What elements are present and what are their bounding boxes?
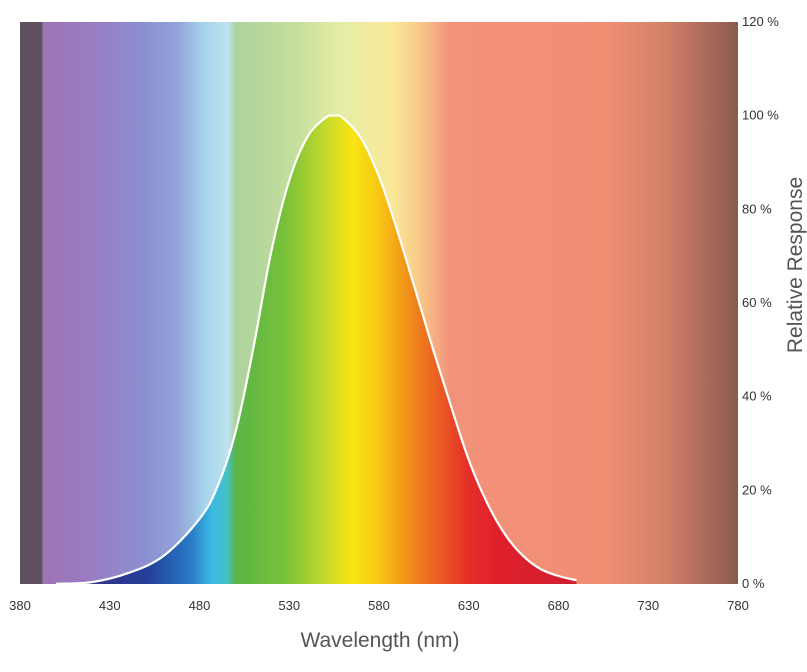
data-point <box>557 575 560 578</box>
x-tick-label: 530 <box>278 598 300 613</box>
response-curve-area <box>55 115 577 584</box>
data-point <box>360 137 363 140</box>
data-point <box>575 579 578 582</box>
data-point <box>306 136 309 139</box>
data-point <box>467 458 470 461</box>
x-tick-label: 630 <box>458 598 480 613</box>
response-curve-line <box>55 114 577 585</box>
x-axis-title: Wavelength (nm) <box>300 629 459 652</box>
x-tick-label: 680 <box>548 598 570 613</box>
x-tick-label: 430 <box>99 598 121 613</box>
data-point <box>90 581 93 584</box>
data-point <box>521 554 524 557</box>
data-point <box>485 501 488 504</box>
y-tick-label: 100 % <box>742 108 779 123</box>
y-tick-label: 60 % <box>742 295 772 310</box>
y-axis-title: Relative Response <box>784 177 807 353</box>
x-axis-ticks: 380 430 480 530 580 630 680 730 780 <box>9 598 749 613</box>
y-tick-label: 20 % <box>742 482 772 497</box>
y-tick-label: 80 % <box>742 201 772 216</box>
data-point <box>216 485 219 488</box>
data-point <box>378 175 381 178</box>
data-point <box>324 117 327 120</box>
data-point <box>395 228 398 231</box>
data-point <box>413 287 416 290</box>
data-point <box>252 347 255 350</box>
y-tick-label: 0 % <box>742 576 765 591</box>
x-tick-label: 730 <box>637 598 659 613</box>
x-tick-label: 480 <box>189 598 211 613</box>
y-tick-label: 40 % <box>742 389 772 404</box>
data-point <box>449 404 452 407</box>
data-point <box>431 347 434 350</box>
x-tick-label: 780 <box>727 598 749 613</box>
x-tick-label: 380 <box>9 598 31 613</box>
data-point <box>198 517 201 520</box>
data-point <box>503 532 506 535</box>
x-tick-label: 580 <box>368 598 390 613</box>
data-point <box>234 431 237 434</box>
data-point <box>288 179 291 182</box>
data-point <box>333 114 336 117</box>
data-point <box>342 117 345 120</box>
data-point <box>539 568 542 571</box>
data-point <box>54 582 57 585</box>
data-point <box>270 250 273 253</box>
y-axis-ticks: 0 % 20 % 40 % 60 % 80 % 100 % 120 % <box>742 14 779 591</box>
data-point <box>162 554 165 557</box>
data-point <box>126 572 129 575</box>
y-tick-label: 120 % <box>742 14 779 29</box>
